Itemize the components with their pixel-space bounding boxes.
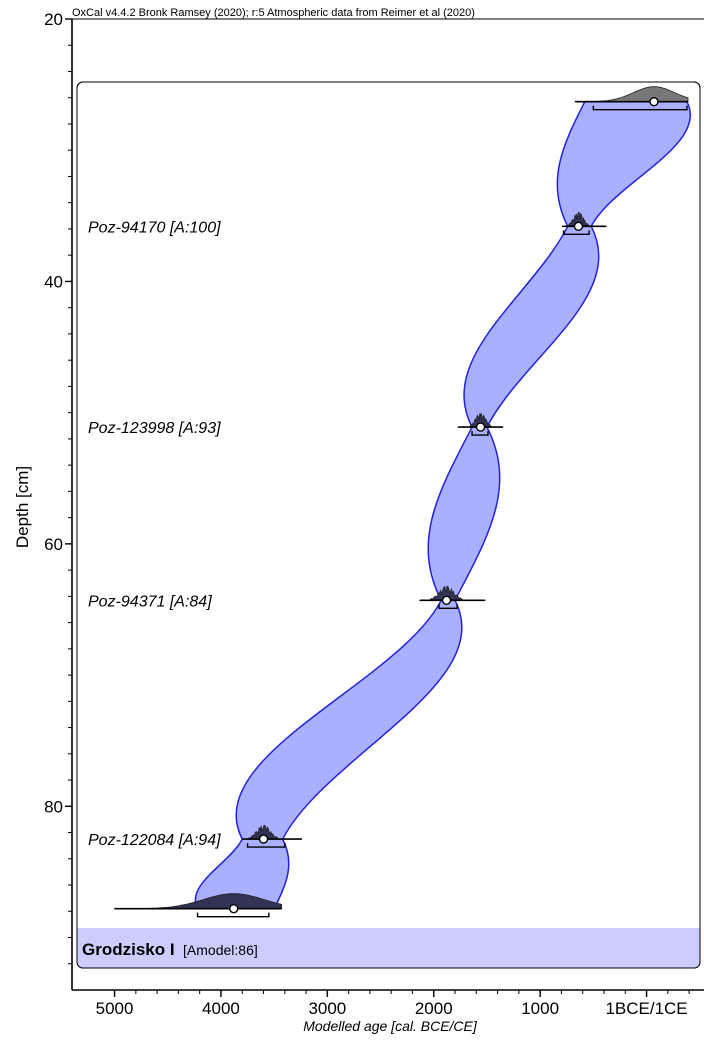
date-range-bracket bbox=[438, 604, 458, 609]
date-range-bracket bbox=[471, 431, 489, 436]
x-tick-label: 1000 bbox=[521, 999, 559, 1018]
x-axis-title: Modelled age [cal. BCE/CE] bbox=[303, 1018, 478, 1034]
date-label: Poz-94170 [A:100] bbox=[88, 219, 221, 236]
date-mean-marker bbox=[258, 834, 269, 844]
date-mean-marker bbox=[475, 422, 486, 432]
boundary-mean-marker bbox=[649, 96, 659, 107]
boundary-0 bbox=[574, 86, 689, 111]
x-tick-label: 2000 bbox=[415, 999, 453, 1018]
date-label: Poz-94371 [A:84] bbox=[88, 593, 212, 610]
date-label: Poz-123998 [A:93] bbox=[88, 420, 221, 437]
envelope-area bbox=[194, 100, 691, 910]
date-1 bbox=[457, 413, 504, 436]
date-range-bracket bbox=[562, 230, 590, 236]
chart-marks: Poz-94170 [A:100] Poz-123998 [A:93] Poz-94… bbox=[88, 86, 689, 918]
y-tick-label: 40 bbox=[44, 272, 63, 291]
x-tick-label: 5000 bbox=[96, 999, 134, 1018]
chart-header: OxCal v4.4.2 Bronk Ramsey (2020); r:5 At… bbox=[72, 7, 475, 19]
date-2 bbox=[418, 585, 486, 609]
date-mean-marker bbox=[441, 595, 452, 605]
boundary-range-bracket bbox=[592, 105, 688, 111]
x-tick-label: 1BCE/1CE bbox=[605, 999, 687, 1018]
date-0 bbox=[561, 211, 607, 236]
date-label: Poz-122084 [A:94] bbox=[88, 832, 221, 849]
y-tick-label: 20 bbox=[44, 10, 63, 29]
age-depth-envelope bbox=[194, 100, 691, 910]
x-tick-label: 3000 bbox=[308, 999, 346, 1018]
y-tick-label: 80 bbox=[44, 797, 63, 816]
y-tick-label: 60 bbox=[44, 535, 63, 554]
axis-ticks: 5000 4000 3000 2000 1000 1BCE/1CE 20 40 60 80 bbox=[44, 10, 690, 1018]
date-3 bbox=[242, 824, 302, 848]
boundary-1 bbox=[113, 893, 283, 918]
group-panel-outline bbox=[76, 81, 701, 969]
group-label-band bbox=[77, 928, 700, 968]
boundary-distribution bbox=[574, 86, 689, 103]
boundary-range-bracket bbox=[196, 912, 270, 918]
date-range-bracket bbox=[246, 843, 286, 848]
group-name: Grodzisko I [Amodel:86] bbox=[82, 940, 258, 959]
date-mean-marker bbox=[573, 221, 584, 232]
boundary-mean-marker bbox=[229, 903, 239, 914]
x-tick-label: 4000 bbox=[202, 999, 240, 1018]
y-axis-title: Depth [cm] bbox=[13, 466, 32, 548]
